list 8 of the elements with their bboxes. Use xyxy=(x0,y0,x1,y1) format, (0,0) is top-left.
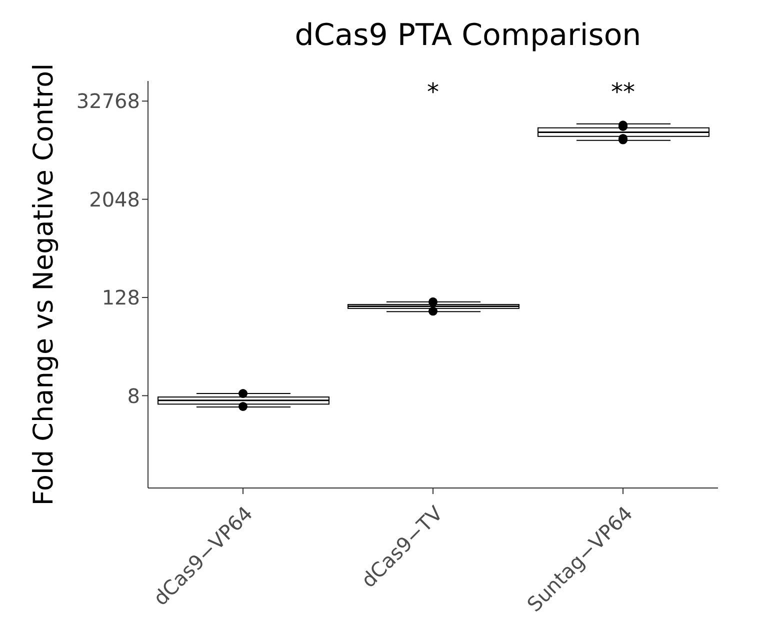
y-tick-label: 128 xyxy=(102,286,140,310)
chart-title: dCas9 PTA Comparison xyxy=(294,18,642,53)
y-tick-label: 32768 xyxy=(76,89,140,114)
y-axis-title: Fold Change vs Negative Control xyxy=(28,63,60,506)
y-tick-label: 8 xyxy=(127,384,140,408)
annotation: * xyxy=(427,78,439,106)
annotation: ** xyxy=(611,78,635,106)
y-tick-label: 2048 xyxy=(89,187,140,212)
